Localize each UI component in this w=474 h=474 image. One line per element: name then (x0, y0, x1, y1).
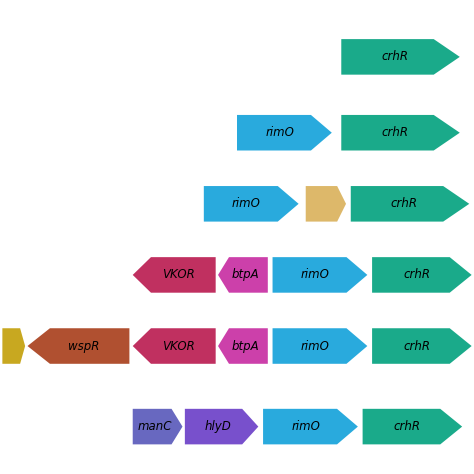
Polygon shape (273, 328, 367, 364)
Polygon shape (237, 115, 332, 151)
Polygon shape (133, 328, 216, 364)
Text: rimO: rimO (301, 268, 329, 282)
Polygon shape (306, 186, 346, 222)
Polygon shape (2, 328, 25, 364)
Text: crhR: crhR (403, 268, 430, 282)
Text: VKOR: VKOR (162, 339, 195, 353)
Text: rimO: rimO (292, 420, 320, 433)
Polygon shape (185, 409, 258, 445)
Text: crhR: crhR (381, 50, 408, 64)
Polygon shape (363, 409, 462, 445)
Text: crhR: crhR (391, 197, 418, 210)
Polygon shape (218, 328, 268, 364)
Polygon shape (341, 39, 460, 74)
Text: manC: manC (138, 420, 173, 433)
Text: wspR: wspR (68, 339, 99, 353)
Text: crhR: crhR (381, 126, 408, 139)
Polygon shape (27, 328, 129, 364)
Text: crhR: crhR (394, 420, 421, 433)
Polygon shape (273, 257, 367, 292)
Polygon shape (372, 328, 472, 364)
Text: VKOR: VKOR (162, 268, 195, 282)
Polygon shape (351, 186, 469, 222)
Polygon shape (133, 257, 216, 292)
Polygon shape (341, 115, 460, 151)
Text: rimO: rimO (265, 126, 294, 139)
Text: crhR: crhR (403, 339, 430, 353)
Text: hlyD: hlyD (205, 420, 231, 433)
Text: rimO: rimO (232, 197, 261, 210)
Text: btpA: btpA (232, 268, 259, 282)
Polygon shape (204, 186, 299, 222)
Polygon shape (133, 409, 182, 445)
Polygon shape (218, 257, 268, 292)
Text: rimO: rimO (301, 339, 329, 353)
Text: btpA: btpA (232, 339, 259, 353)
Polygon shape (263, 409, 358, 445)
Polygon shape (372, 257, 472, 292)
